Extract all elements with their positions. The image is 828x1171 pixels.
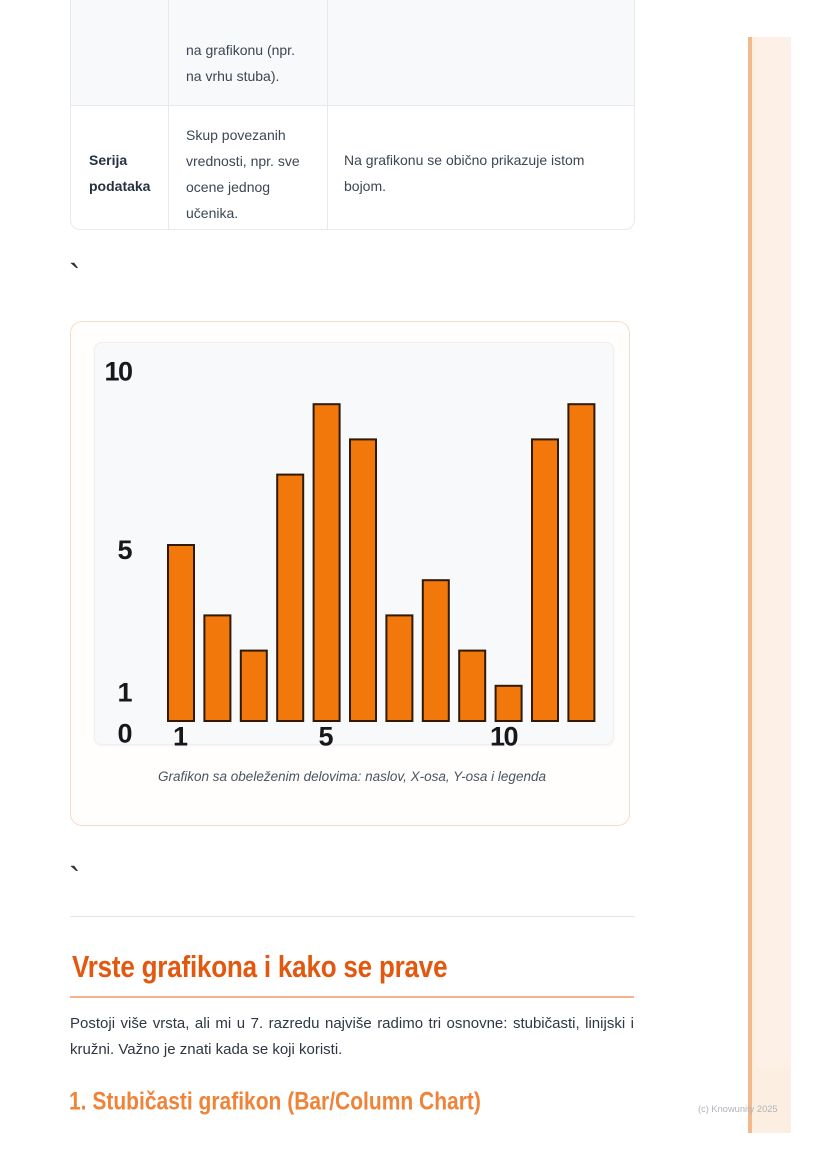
svg-text:0: 0: [117, 719, 132, 749]
svg-text:1: 1: [173, 722, 188, 752]
svg-text:10: 10: [104, 357, 132, 387]
svg-text:5: 5: [318, 722, 333, 752]
svg-text:5: 5: [117, 535, 132, 565]
svg-text:10: 10: [490, 722, 518, 752]
svg-text:1: 1: [117, 678, 132, 708]
